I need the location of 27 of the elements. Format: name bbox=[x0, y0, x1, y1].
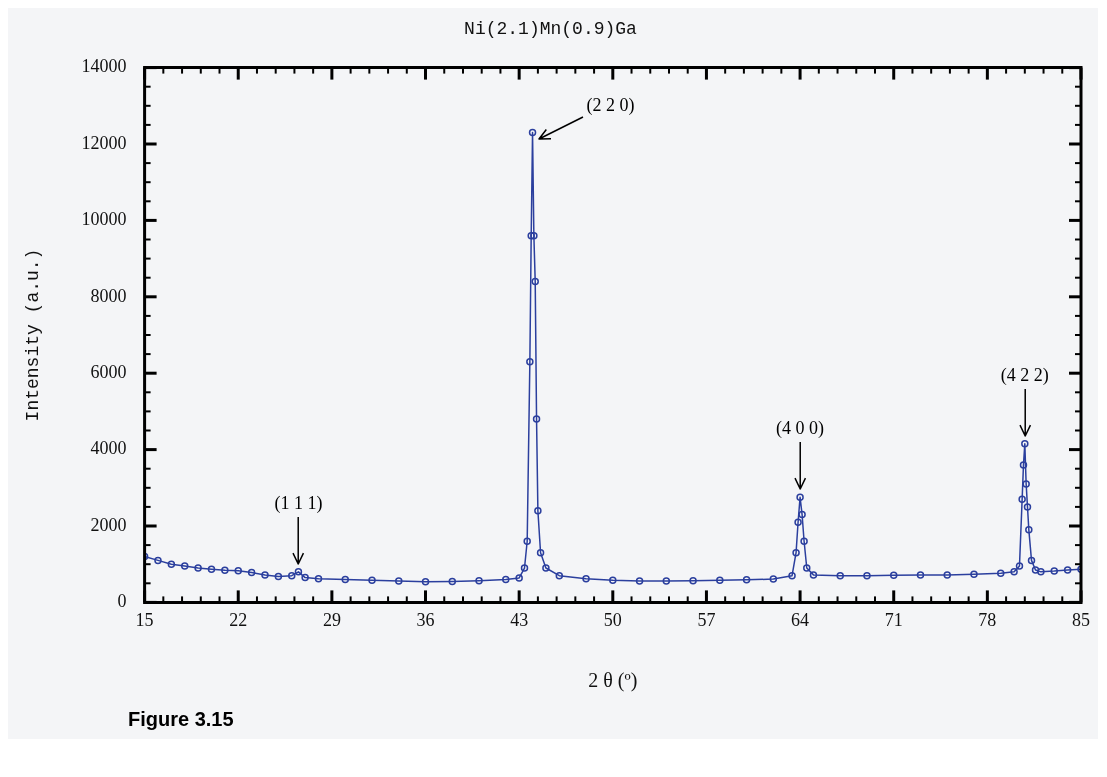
y-tick-label: 8000 bbox=[90, 285, 127, 306]
chart-title: Ni(2.1)Mn(0.9)Ga bbox=[464, 18, 638, 39]
x-tick-label: 64 bbox=[791, 609, 810, 630]
x-tick-label: 43 bbox=[510, 609, 529, 630]
x-tick-label: 29 bbox=[322, 609, 341, 630]
annotation: (1 1 1) bbox=[274, 492, 323, 513]
x-tick-label: 50 bbox=[603, 609, 622, 630]
x-tick-label: 71 bbox=[884, 609, 903, 630]
y-tick-label: 6000 bbox=[90, 361, 127, 382]
annotation: (4 0 0) bbox=[776, 418, 825, 439]
annotation: (4 2 2) bbox=[1000, 364, 1049, 385]
caption: Figure 3.15 bbox=[127, 708, 235, 732]
y-axis-title: Intensity (a.u.) bbox=[22, 248, 43, 422]
x-tick-label: 15 bbox=[135, 609, 154, 630]
y-tick-label: 4000 bbox=[90, 438, 127, 459]
x-tick-label: 78 bbox=[978, 609, 997, 630]
y-tick-label: 2000 bbox=[90, 514, 127, 535]
x-tick-label: 85 bbox=[1072, 609, 1090, 630]
y-tick-label: 14000 bbox=[81, 56, 127, 77]
x-tick-label: 36 bbox=[416, 609, 435, 630]
annotation: (2 2 0) bbox=[586, 94, 635, 115]
y-tick-label: 12000 bbox=[81, 132, 127, 153]
x-axis-title: 2 θ (º) bbox=[588, 669, 638, 693]
x-tick-label: 57 bbox=[697, 609, 716, 630]
y-tick-label: 10000 bbox=[81, 209, 127, 230]
x-tick-label: 22 bbox=[229, 609, 248, 630]
y-tick-label: 0 bbox=[117, 591, 127, 612]
